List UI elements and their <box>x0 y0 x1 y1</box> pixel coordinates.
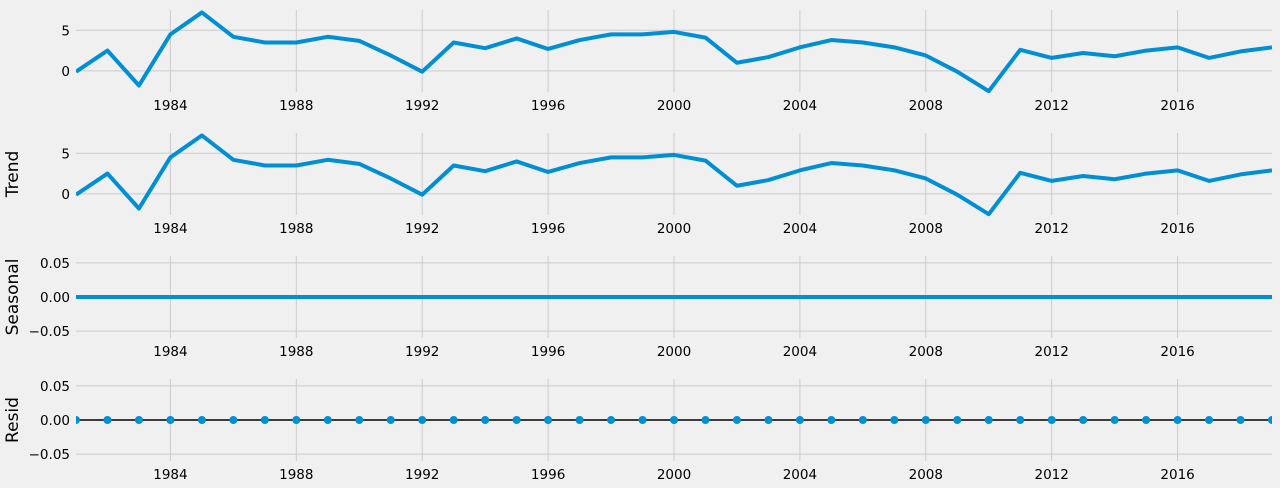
subplot-2: 1984 1988 1992 1996 2000 2004 2008 2012 2016 0 5 Tr… <box>3 133 1272 237</box>
y-axis-label: Trend <box>3 151 23 199</box>
x-tick-label: 2004 <box>783 221 817 237</box>
x-tick-label: 1988 <box>279 344 313 360</box>
y-tick-label: 5 <box>61 146 70 162</box>
x-tick-label: 1984 <box>153 98 187 114</box>
resid-point <box>229 416 238 424</box>
resid-point <box>827 416 836 424</box>
x-tick-label: 1992 <box>405 344 439 360</box>
x-tick-label: 2008 <box>909 98 943 114</box>
y-tick-label: 0.00 <box>40 413 70 429</box>
subplot-4: 1984 1988 1992 1996 2000 2004 2008 2012 2016 0.05… <box>3 379 1272 483</box>
resid-point <box>1079 416 1088 424</box>
x-tick-label: 1992 <box>405 467 439 483</box>
x-tick-label: 1992 <box>405 98 439 114</box>
x-tick-label: 2012 <box>1035 98 1069 114</box>
y-tick-label: 0 <box>61 187 70 203</box>
resid-point <box>166 416 175 424</box>
y-axis-label: Seasonal <box>3 259 23 336</box>
y-tick-label: −0.05 <box>29 447 70 463</box>
resid-point <box>323 416 332 424</box>
x-tick-label: 1996 <box>531 98 565 114</box>
x-tick-label: 2012 <box>1035 221 1069 237</box>
resid-point <box>544 416 553 424</box>
resid-point <box>512 416 521 424</box>
resid-point <box>197 416 206 424</box>
y-tick-label: 5 <box>61 23 70 39</box>
x-tick-label: 1992 <box>405 221 439 237</box>
x-tick-label: 2016 <box>1160 467 1194 483</box>
subplot-1: 1984 1988 1992 1996 2000 2004 2008 2012 2016 0 5 <box>61 10 1272 114</box>
x-tick-label: 1988 <box>279 467 313 483</box>
resid-point <box>1016 416 1025 424</box>
y-tick-label: 0.05 <box>40 379 70 395</box>
x-tick-label: 1984 <box>153 344 187 360</box>
resid-point <box>953 416 962 424</box>
x-tick-label: 2012 <box>1035 467 1069 483</box>
resid-point <box>1142 416 1151 424</box>
resid-point <box>858 416 867 424</box>
x-tick-label: 1996 <box>531 344 565 360</box>
x-tick-label: 2000 <box>657 344 691 360</box>
resid-point <box>921 416 930 424</box>
y-tick-label: 0.05 <box>40 256 70 272</box>
resid-point <box>1236 416 1245 424</box>
resid-point <box>481 416 490 424</box>
resid-point <box>1047 416 1056 424</box>
resid-point <box>764 416 773 424</box>
resid-point <box>1205 416 1214 424</box>
resid-point <box>795 416 804 424</box>
x-tick-label: 2000 <box>657 221 691 237</box>
x-tick-label: 2016 <box>1160 221 1194 237</box>
y-axis-label: Resid <box>3 397 23 443</box>
y-tick-label: 0.00 <box>40 290 70 306</box>
series-line <box>76 133 1272 217</box>
resid-point <box>134 416 143 424</box>
subplot-3: 1984 1988 1992 1996 2000 2004 2008 2012 2016 0.05… <box>3 256 1272 360</box>
resid-point <box>418 416 427 424</box>
x-tick-label: 2008 <box>909 221 943 237</box>
x-tick-label: 1988 <box>279 98 313 114</box>
resid-point <box>1173 416 1182 424</box>
x-tick-label: 1984 <box>153 467 187 483</box>
x-tick-label: 2016 <box>1160 98 1194 114</box>
x-tick-label: 2016 <box>1160 344 1194 360</box>
resid-point <box>607 416 616 424</box>
x-tick-label: 1988 <box>279 221 313 237</box>
resid-point <box>260 416 269 424</box>
x-tick-label: 2012 <box>1035 344 1069 360</box>
resid-point <box>1268 416 1272 424</box>
resid-point <box>1110 416 1119 424</box>
x-tick-label: 1996 <box>531 221 565 237</box>
resid-point <box>103 416 112 424</box>
resid-point <box>449 416 458 424</box>
resid-point <box>890 416 899 424</box>
resid-point <box>984 416 993 424</box>
resid-point <box>575 416 584 424</box>
resid-point <box>292 416 301 424</box>
x-tick-label: 2004 <box>783 344 817 360</box>
series-line <box>76 10 1272 94</box>
resid-point <box>76 416 80 424</box>
y-tick-label: 0 <box>61 64 70 80</box>
x-tick-label: 1996 <box>531 467 565 483</box>
resid-point <box>670 416 678 424</box>
x-tick-label: 2004 <box>783 98 817 114</box>
x-tick-label: 2004 <box>783 467 817 483</box>
resid-point <box>638 416 647 424</box>
x-tick-label: 2008 <box>909 344 943 360</box>
y-tick-label: −0.05 <box>29 324 70 340</box>
x-tick-label: 2000 <box>657 98 691 114</box>
resid-point <box>355 416 364 424</box>
x-tick-label: 2000 <box>657 467 691 483</box>
resid-point <box>732 416 741 424</box>
x-tick-label: 2008 <box>909 467 943 483</box>
resid-point <box>701 416 710 424</box>
x-tick-label: 1984 <box>153 221 187 237</box>
resid-point <box>386 416 395 424</box>
